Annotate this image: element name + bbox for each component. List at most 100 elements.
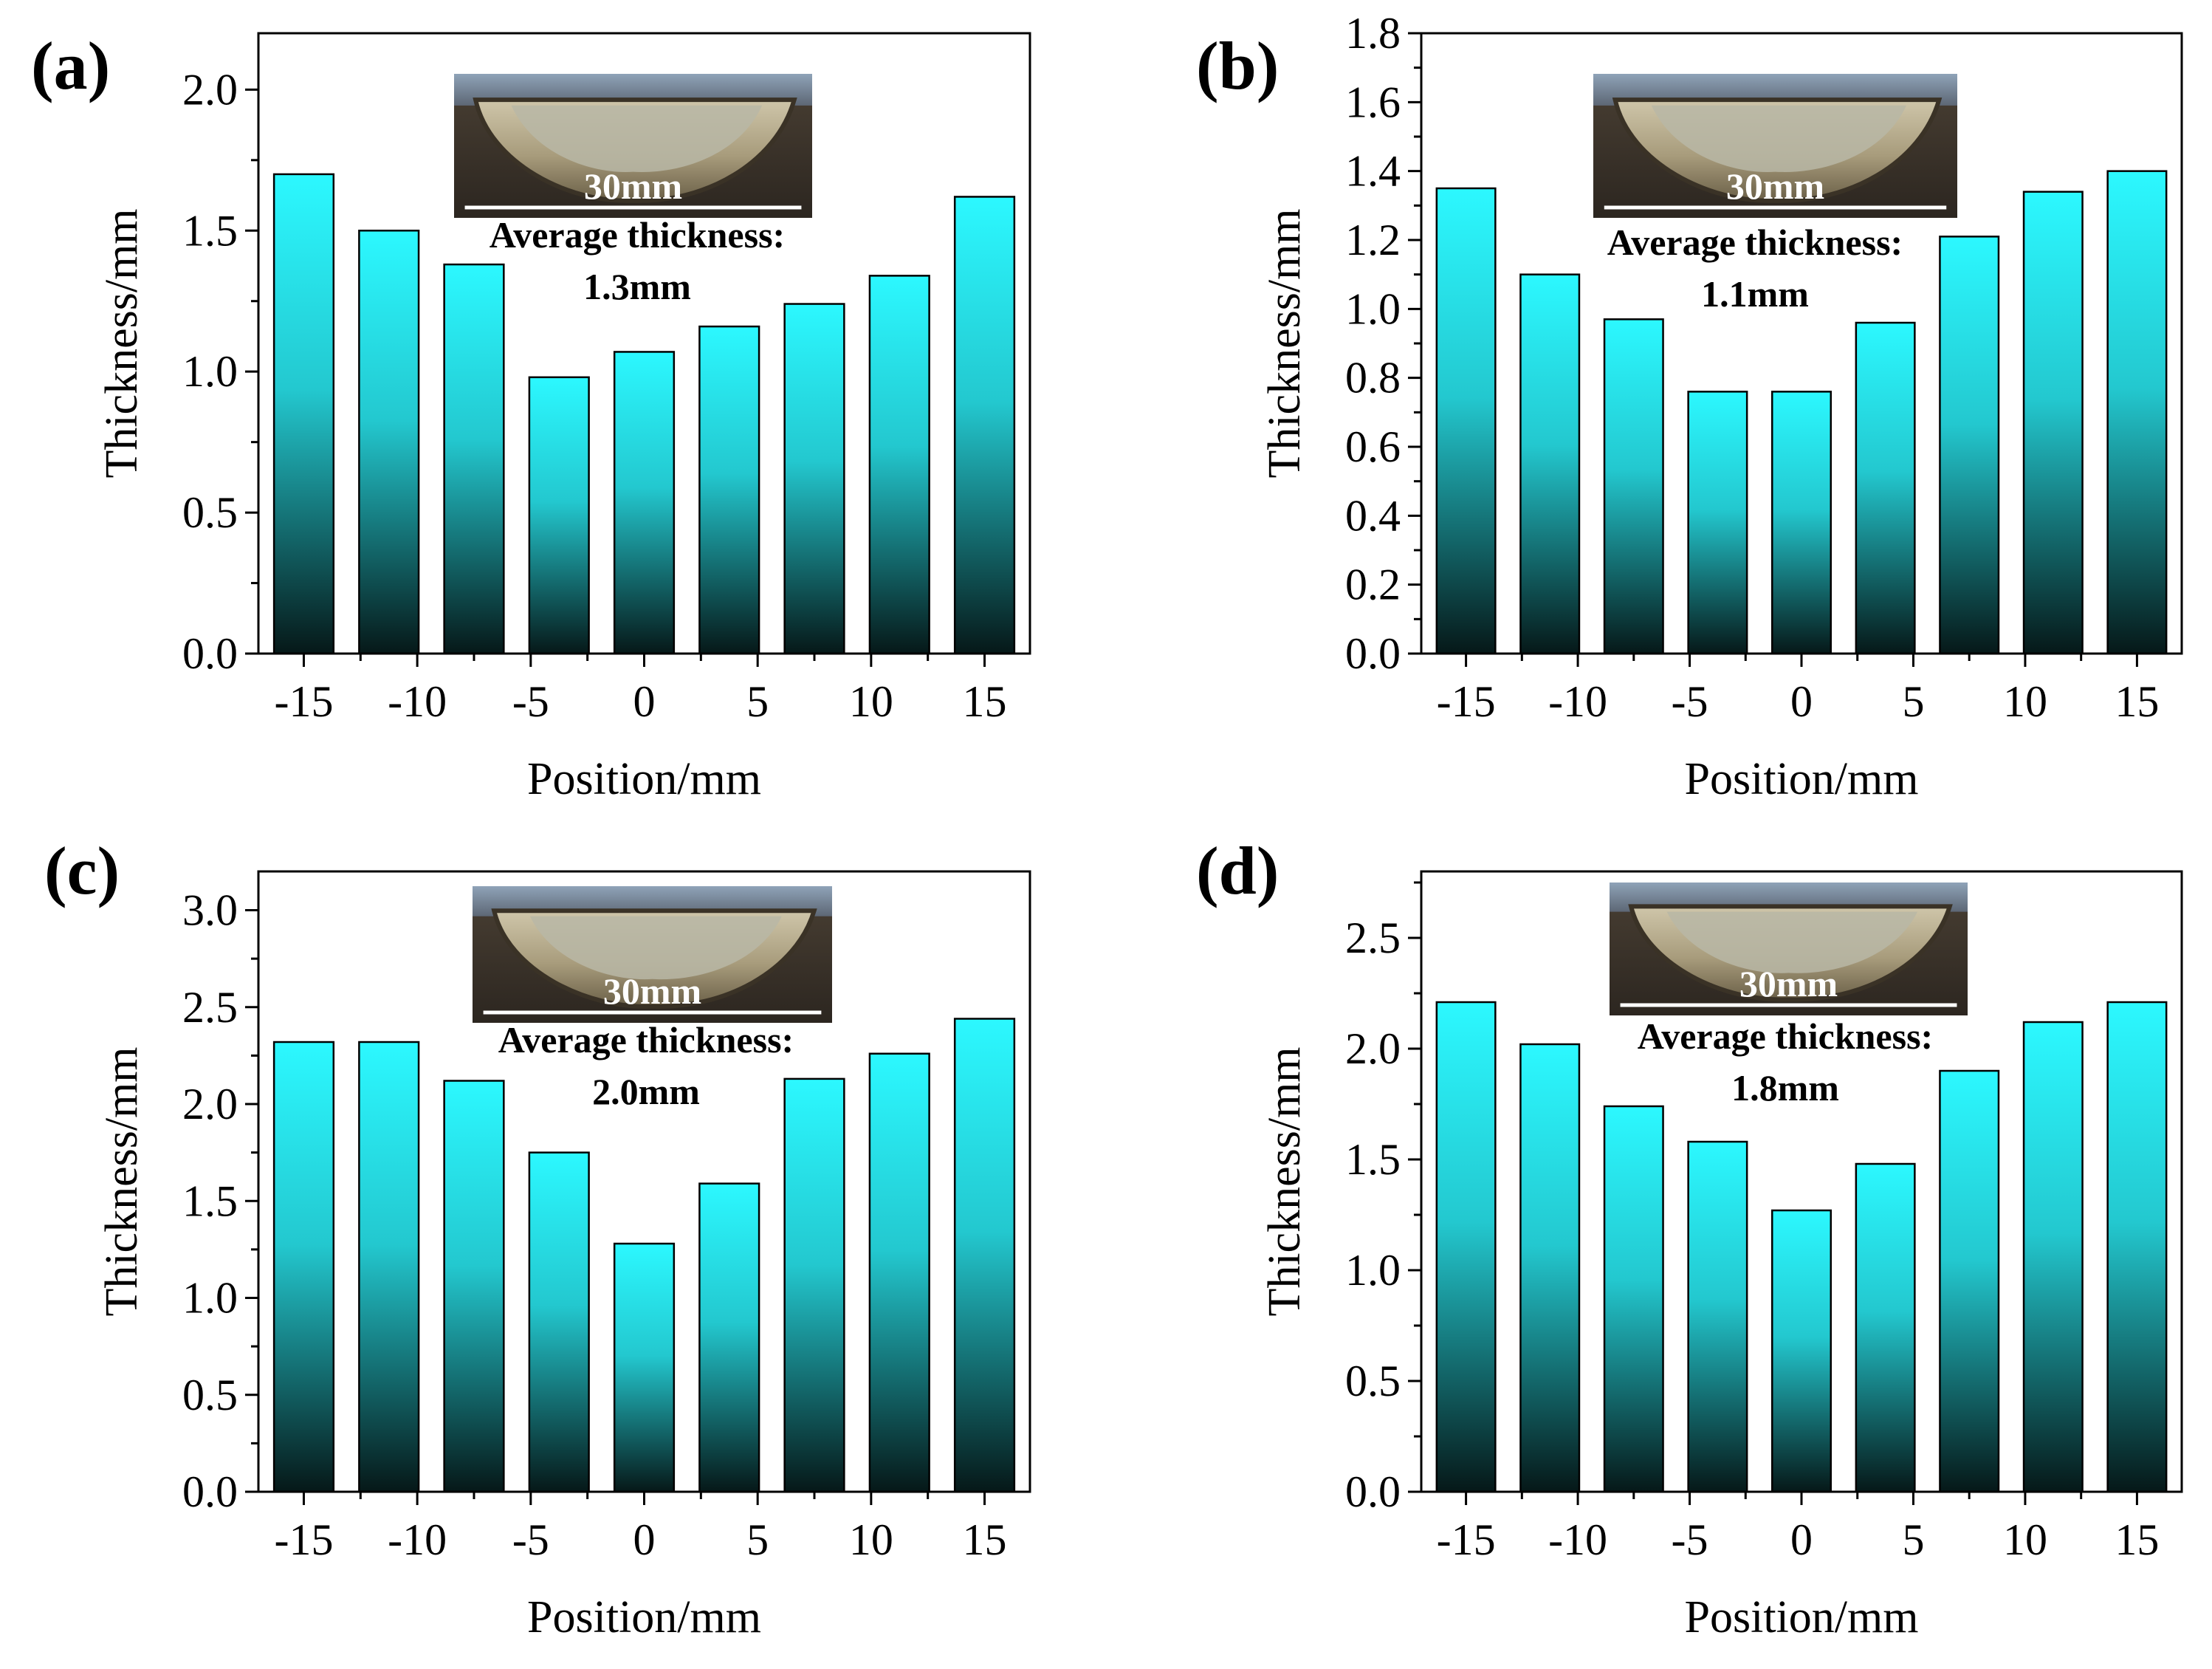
x-tick-label: -5 (1672, 677, 1708, 726)
bar (1603, 318, 1664, 655)
bar (1687, 391, 1748, 655)
weld-inner (529, 916, 782, 980)
y-tick-label: 1.0 (182, 347, 238, 396)
scale-label: 30mm (1739, 963, 1838, 1004)
y-tick-label: 2.0 (182, 65, 238, 114)
y-axis-title: Thickness/mm (1260, 208, 1310, 478)
y-axis-title: Thickness/mm (1260, 1046, 1310, 1316)
bar (443, 1080, 505, 1493)
bar (528, 376, 590, 655)
bar (698, 1182, 760, 1493)
y-tick-label: 1.0 (1345, 284, 1401, 333)
x-tick-label: -5 (512, 1515, 549, 1564)
bar (443, 263, 505, 655)
x-axis-title: Position/mm (1685, 1592, 1919, 1642)
y-tick-label: 1.0 (182, 1274, 238, 1323)
x-tick-label: -5 (512, 677, 549, 726)
inset-photo: 30mm (1593, 74, 1957, 218)
y-tick-label: 1.6 (1345, 78, 1401, 126)
x-tick-label: 10 (849, 677, 893, 726)
annotation-value: 1.3mm (583, 266, 691, 307)
x-tick-label: 10 (849, 1515, 893, 1564)
bar (1603, 1105, 1664, 1493)
annotation-value: 1.8mm (1731, 1067, 1839, 1108)
bar (358, 230, 420, 655)
x-tick-label: 5 (1902, 677, 1924, 726)
bar (1939, 1069, 2000, 1493)
x-tick-label: 15 (963, 1515, 1007, 1564)
x-axis-title: Position/mm (527, 754, 761, 804)
bar (698, 325, 760, 655)
x-tick-label: -15 (1437, 677, 1496, 726)
y-tick-label: 2.5 (182, 983, 238, 1032)
bar (783, 1077, 845, 1493)
panel-label: (d) (1196, 833, 1279, 908)
x-tick-label: -10 (1548, 677, 1607, 726)
x-tick-label: 10 (2003, 1515, 2047, 1564)
x-tick-label: 5 (1902, 1515, 1924, 1564)
weld-inner (1666, 911, 1918, 973)
y-tick-label: 0.6 (1345, 422, 1401, 471)
bar (1855, 1162, 1916, 1493)
panel-c: (c) 0.0 0.5 1.0 1.5 2.0 2.5 3.0 -15 -10 -5 0 5 10 15 Po… (44, 833, 1031, 1642)
bar (1855, 321, 1916, 655)
bar (783, 303, 845, 655)
panel-d: (d) 0.0 0.5 1.0 1.5 2.0 2.5 -15 -10 -5 0 5 10 15 Posit… (1196, 833, 2183, 1642)
y-tick-label: 0.5 (1345, 1357, 1401, 1405)
bar (1939, 236, 2000, 655)
bar (1435, 187, 1497, 655)
scale-label: 30mm (1726, 165, 1824, 207)
annotation-title: Average thickness: (1607, 222, 1903, 263)
x-tick-label: -15 (274, 1515, 333, 1564)
x-tick-label: -5 (1672, 1515, 1708, 1564)
y-tick-label: 1.0 (1345, 1246, 1401, 1295)
y-axis-title: Thickness/mm (97, 208, 147, 478)
y-tick-label: 2.0 (182, 1080, 238, 1128)
y-tick-label: 2.5 (1345, 914, 1401, 962)
bar (2106, 170, 2168, 655)
x-tick-label: 5 (746, 1515, 769, 1564)
bar (1687, 1140, 1748, 1493)
y-tick-label: 0.0 (1345, 629, 1401, 678)
bar (528, 1151, 590, 1493)
bar (1770, 1209, 1833, 1493)
x-tick-label: 15 (2115, 1515, 2159, 1564)
panel-label: (b) (1196, 28, 1279, 103)
bar (1435, 1001, 1497, 1493)
bar (868, 275, 930, 655)
annotation-value: 1.1mm (1701, 273, 1809, 315)
x-tick-label: -15 (1437, 1515, 1496, 1564)
bar (2022, 1021, 2084, 1493)
x-tick-label: -10 (1548, 1515, 1607, 1564)
bar (272, 1041, 335, 1493)
scale-label: 30mm (584, 165, 682, 207)
bar (613, 1242, 676, 1493)
bar (868, 1052, 930, 1493)
panel-label: (c) (44, 833, 120, 908)
x-axis-title: Position/mm (527, 1592, 761, 1642)
y-tick-label: 0.2 (1345, 561, 1401, 609)
annotation-value: 2.0mm (592, 1071, 700, 1112)
bar (1519, 273, 1581, 655)
y-tick-label: 1.4 (1345, 147, 1401, 196)
y-tick-label: 0.8 (1345, 354, 1401, 402)
bar (613, 351, 676, 655)
bar (1770, 391, 1833, 655)
panel-b: (b) 0.0 0.2 0.4 0.6 0.8 1.0 1.2 1.4 1.6 1.8 -15 -10 -… (1196, 9, 2183, 804)
x-tick-label: -10 (388, 1515, 447, 1564)
weld-inner (511, 105, 763, 172)
annotation-title: Average thickness: (498, 1019, 794, 1060)
x-tick-label: 0 (633, 677, 656, 726)
bar (953, 1018, 1016, 1493)
y-tick-label: 1.2 (1345, 216, 1401, 264)
x-tick-label: 10 (2003, 677, 2047, 726)
y-tick-label: 1.5 (182, 206, 238, 255)
y-tick-label: 1.8 (1345, 9, 1401, 58)
scale-label: 30mm (603, 970, 701, 1012)
x-tick-label: -15 (274, 677, 333, 726)
bar (272, 173, 335, 655)
y-tick-label: 1.5 (182, 1176, 238, 1225)
y-tick-label: 3.0 (182, 886, 238, 935)
y-tick-label: 0.4 (1345, 491, 1401, 540)
x-tick-label: 5 (746, 677, 769, 726)
